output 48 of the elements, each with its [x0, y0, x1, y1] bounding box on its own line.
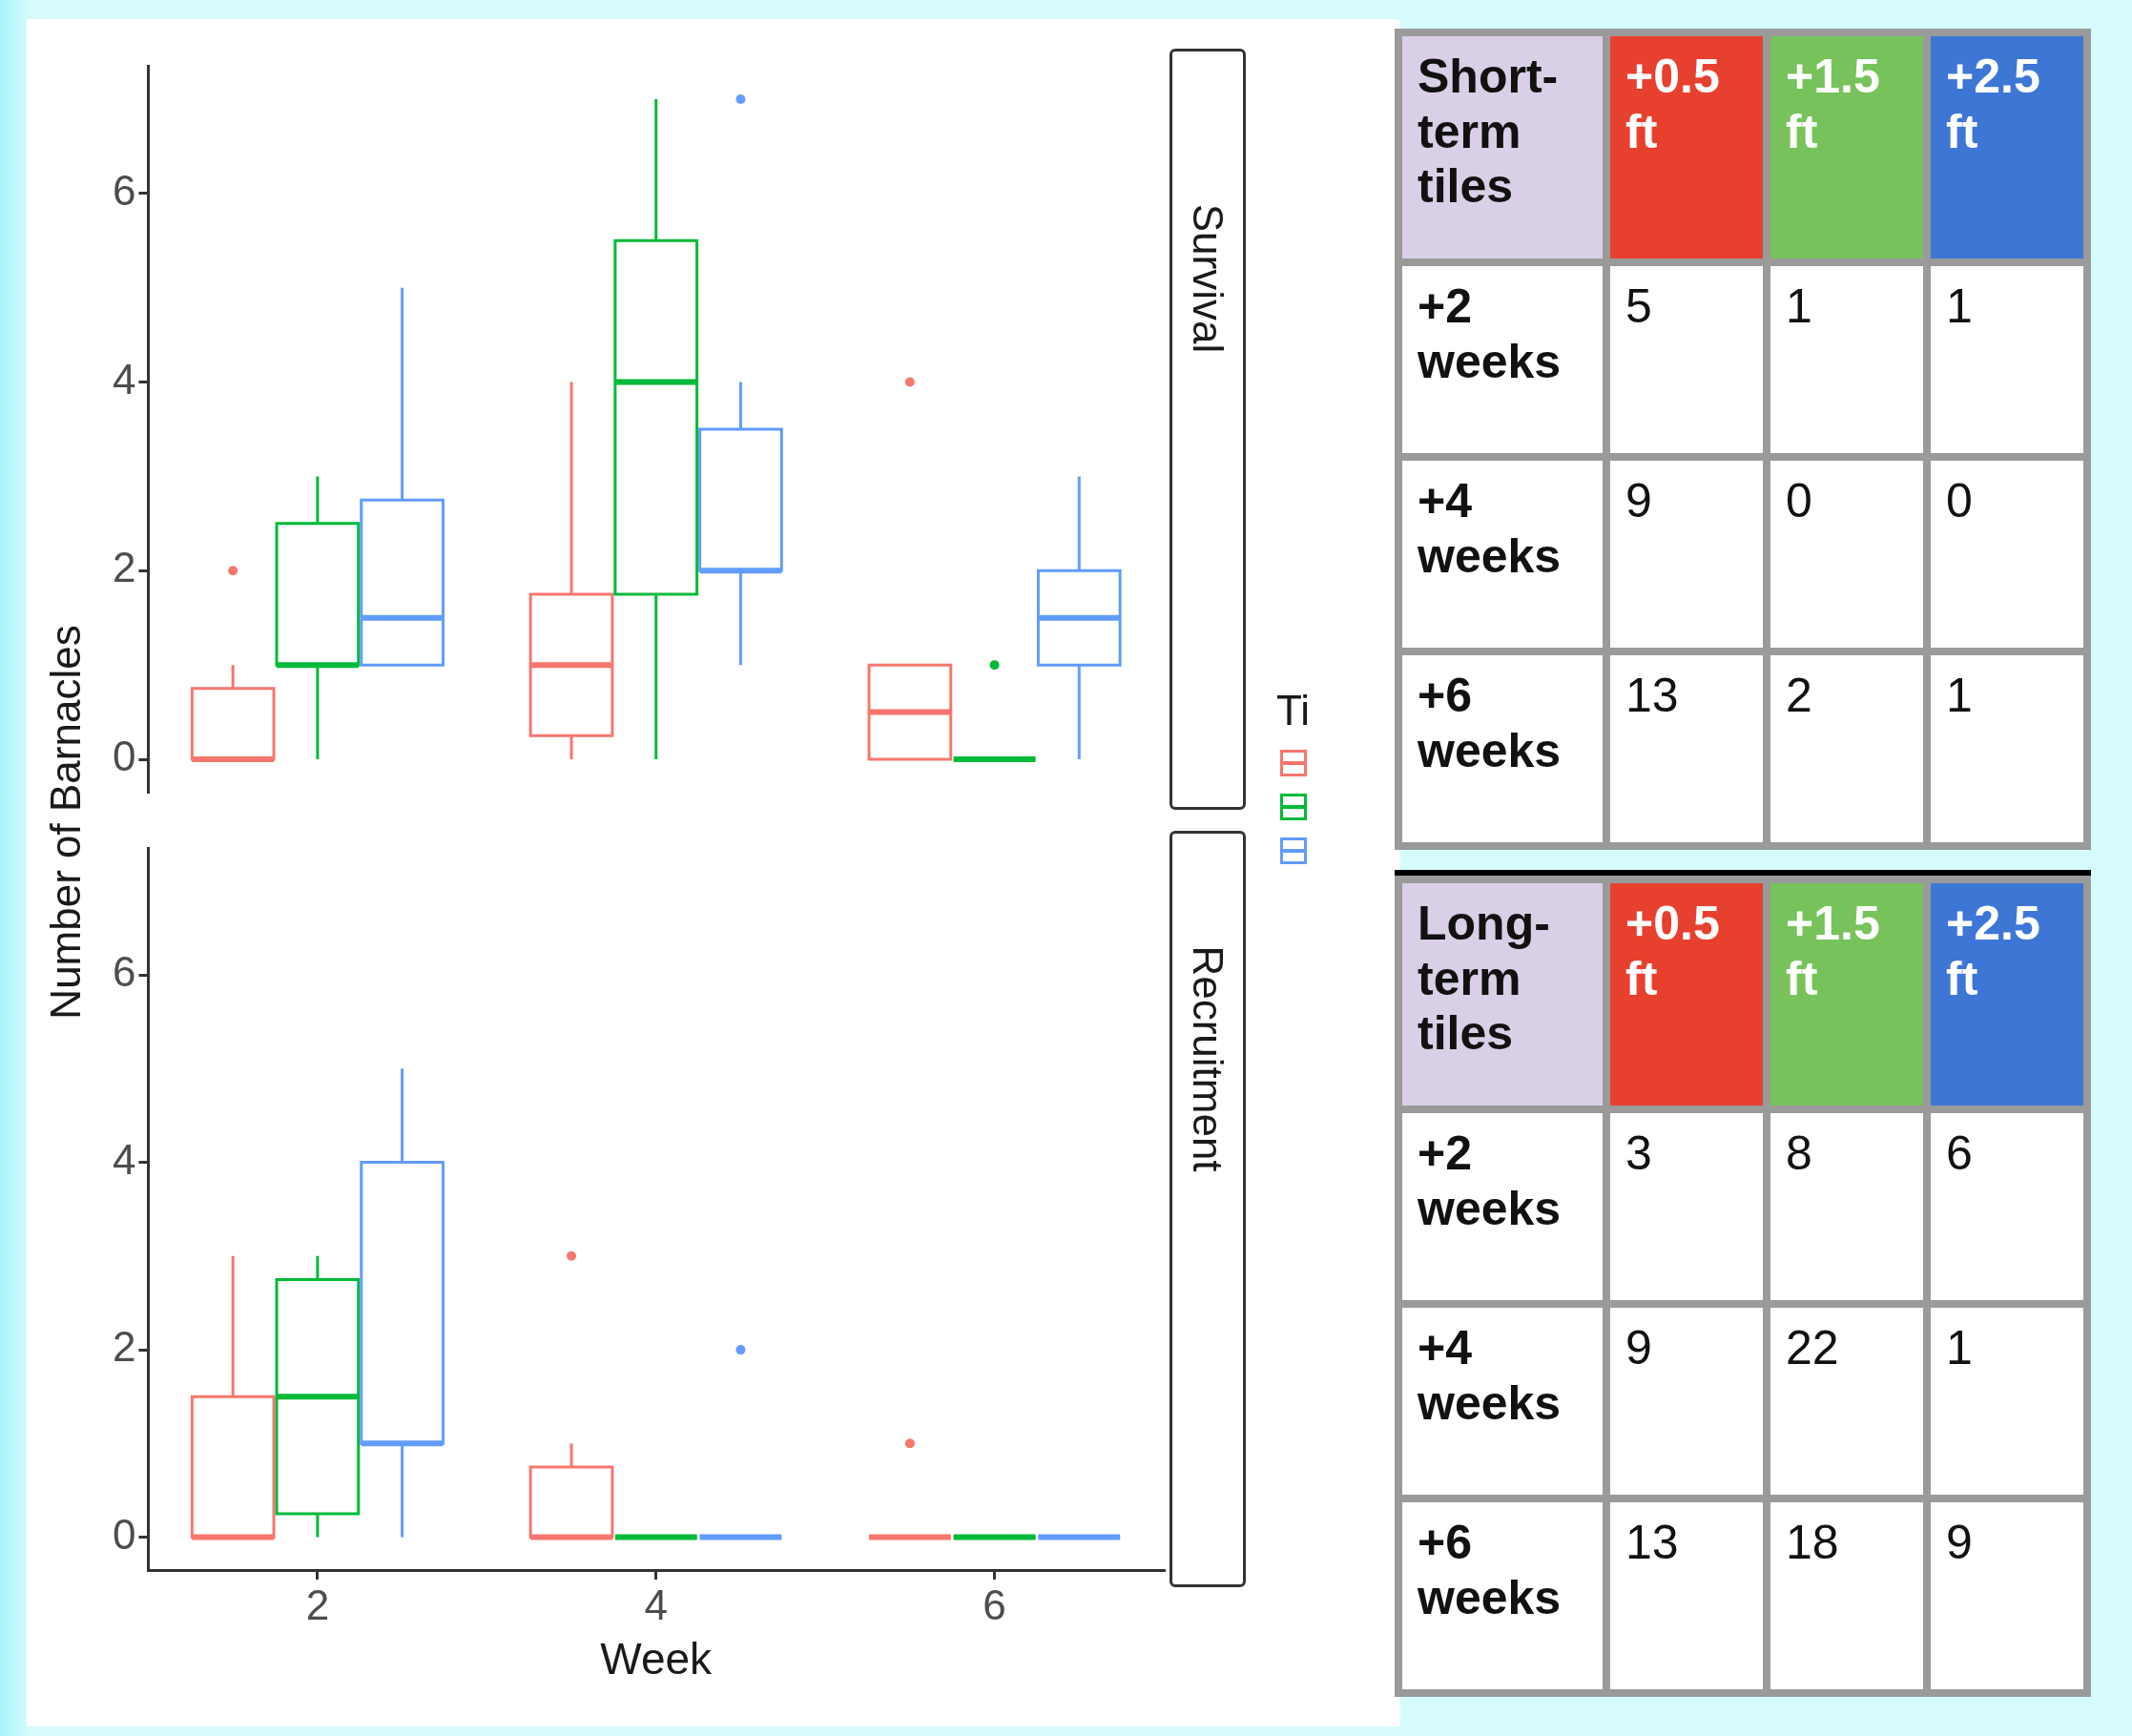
y-tick-label: 4	[112, 1135, 136, 1183]
x-axis-title: Week	[600, 1634, 714, 1684]
text: 1	[1931, 655, 2083, 842]
text: +6 weeks	[1402, 1502, 1603, 1689]
text: 2	[1770, 655, 1923, 842]
text: 1	[1931, 1308, 2083, 1495]
text: Survival	[1184, 203, 1232, 353]
text: +0.5 ft	[1610, 36, 1763, 258]
text: +0.5 ft	[1610, 883, 1763, 1106]
text: +1.5 ft	[1770, 36, 1923, 258]
y-tick-label: 2	[112, 544, 136, 591]
legend-title: Ti	[1276, 687, 1311, 734]
text: 9	[1610, 461, 1763, 648]
y-tick-label: 6	[112, 948, 136, 996]
text: 18	[1770, 1502, 1923, 1689]
text: 8	[1770, 1113, 1923, 1300]
x-tick-label: 2	[305, 1581, 330, 1628]
text: +2.5 ft	[1931, 883, 2083, 1106]
y-tick-label: 6	[112, 167, 136, 214]
text: 22	[1770, 1308, 1923, 1495]
text: +2 weeks	[1402, 266, 1603, 453]
y-tick-label: 4	[112, 355, 136, 403]
y-tick-label: 0	[112, 1510, 136, 1558]
text: 0	[1770, 461, 1923, 648]
text: +1.5 ft	[1770, 883, 1923, 1106]
text: 13	[1610, 655, 1763, 842]
text: 13	[1610, 1502, 1763, 1689]
text: 0	[1931, 461, 2083, 648]
x-tick-label: 4	[644, 1581, 668, 1628]
text: +4 weeks	[1402, 1308, 1603, 1495]
text: 9	[1610, 1308, 1763, 1495]
text: Short-term tiles	[1402, 36, 1603, 258]
y-tick-label: 2	[112, 1323, 136, 1371]
text: +2 weeks	[1402, 1113, 1603, 1300]
text: 9	[1931, 1502, 2083, 1689]
text: +6 weeks	[1402, 655, 1603, 842]
text: +2.5 ft	[1931, 36, 2083, 258]
text: 1	[1770, 266, 1923, 453]
text: 6	[1931, 1113, 2083, 1300]
text: Long-term tiles	[1402, 883, 1603, 1106]
y-tick-label: 0	[112, 733, 136, 780]
text: 3	[1610, 1113, 1763, 1300]
text: +4 weeks	[1402, 461, 1603, 648]
text: 5	[1610, 266, 1763, 453]
text: 1	[1931, 266, 2083, 453]
x-tick-label: 6	[983, 1581, 1006, 1628]
text: Recruitment	[1184, 945, 1232, 1172]
y-axis-title: Number of Barnacles	[41, 625, 90, 1020]
